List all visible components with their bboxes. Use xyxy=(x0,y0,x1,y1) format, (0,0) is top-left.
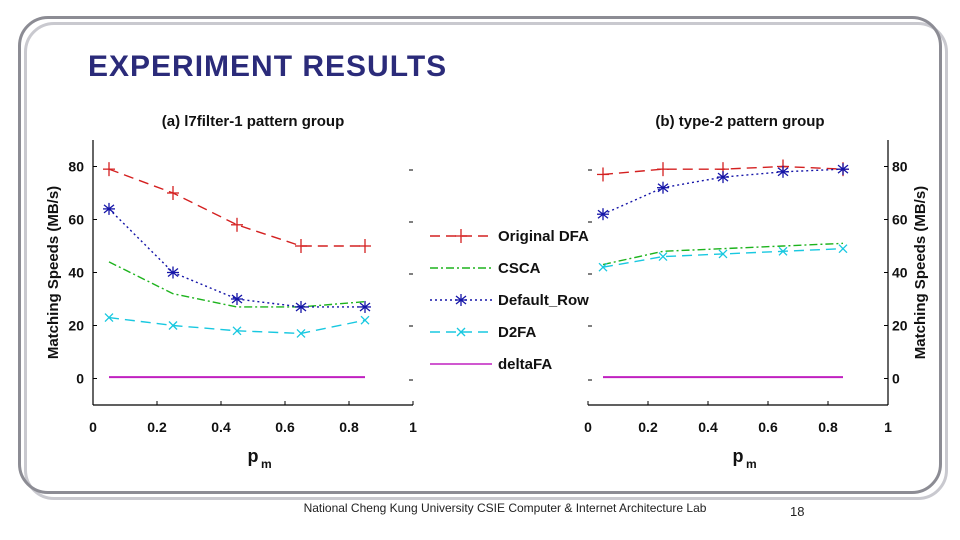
data-point-original-dfa xyxy=(359,239,371,253)
legend: Original DFA CSCA Default_Row D2FA deltaFA xyxy=(409,169,592,381)
data-point-default-row xyxy=(837,163,849,176)
series-line-original-dfa xyxy=(108,168,365,247)
x-axis-label-sub: m xyxy=(746,457,757,471)
x-axis-label: p xyxy=(733,446,744,466)
x-tick-label: 0.6 xyxy=(758,419,778,435)
data-point-default-row xyxy=(359,300,371,313)
legend-item: Default_Row xyxy=(430,292,589,309)
data-point-d2fa xyxy=(718,249,728,259)
x-tick-label: 0.8 xyxy=(339,419,359,435)
legend-marker xyxy=(456,327,466,337)
data-point-d2fa xyxy=(360,315,370,325)
slide-title: EXPERIMENT RESULTS xyxy=(88,50,448,83)
legend-label: CSCA xyxy=(498,260,541,277)
y-tick-label: 60 xyxy=(68,212,84,228)
legend-label: Default_Row xyxy=(498,292,589,309)
x-tick-label: 1 xyxy=(409,419,417,435)
legend-item: Original DFA xyxy=(430,228,589,245)
data-point-default-row xyxy=(597,208,609,221)
chart-b: (b) type-2 pattern group 0 20 40 60 80 0 0.2 0.4… xyxy=(584,113,929,471)
y-tick-label: 40 xyxy=(68,265,84,281)
data-point-d2fa xyxy=(296,328,306,338)
x-tick-label: 0.4 xyxy=(211,419,231,435)
data-point-d2fa xyxy=(778,246,788,256)
y-tick-label: 40 xyxy=(892,265,908,281)
data-point-d2fa xyxy=(598,262,608,272)
data-point-d2fa xyxy=(104,313,114,323)
data-point-d2fa xyxy=(232,326,242,336)
x-tick-label: 0.8 xyxy=(818,419,838,435)
data-point-default-row xyxy=(295,300,307,313)
legend-marker xyxy=(455,229,467,243)
series-line-d2fa xyxy=(602,247,844,268)
data-point-original-dfa xyxy=(295,239,307,253)
data-point-original-dfa xyxy=(231,217,243,232)
x-axis-label-sub: m xyxy=(261,457,272,471)
series-line-default-row xyxy=(108,208,365,308)
data-point-default-row xyxy=(103,202,115,215)
y-tick-label: 80 xyxy=(68,159,84,175)
y-tick-label: 60 xyxy=(892,212,908,228)
data-point-d2fa xyxy=(838,244,848,254)
data-point-original-dfa xyxy=(597,167,609,182)
data-point-original-dfa xyxy=(103,162,115,177)
legend-label: D2FA xyxy=(498,324,537,341)
x-tick-label: 0.6 xyxy=(275,419,295,435)
chart-title: (b) type-2 pattern group xyxy=(655,113,824,130)
y-tick-label: 80 xyxy=(892,159,908,175)
x-axis-label: p xyxy=(248,446,259,466)
y-axis-label: Matching Speeds (MB/s) xyxy=(912,186,929,359)
legend-item: D2FA xyxy=(430,324,537,341)
footer-text: National Cheng Kung University CSIE Comp… xyxy=(303,501,707,515)
y-tick-label: 20 xyxy=(68,318,84,334)
legend-label: deltaFA xyxy=(498,356,552,373)
y-tick-label: 0 xyxy=(76,371,84,387)
page-number: 18 xyxy=(790,504,805,519)
x-tick-label: 0.4 xyxy=(698,419,718,435)
slide-frame-shadow xyxy=(24,22,948,500)
x-tick-label: 1 xyxy=(884,419,892,435)
data-point-d2fa xyxy=(168,321,178,330)
x-tick-label: 0 xyxy=(584,419,592,435)
data-point-default-row xyxy=(717,171,729,184)
y-tick-label: 20 xyxy=(892,318,908,334)
data-point-default-row xyxy=(167,266,179,279)
chart-a: (a) l7filter-1 pattern group 0 20 40 60 80 0 0.… xyxy=(45,113,417,471)
data-point-default-row xyxy=(777,165,789,178)
data-point-d2fa xyxy=(658,252,668,262)
legend-label: Original DFA xyxy=(498,228,589,245)
x-tick-label: 0 xyxy=(89,419,97,435)
data-point-default-row xyxy=(657,181,669,194)
x-tick-label: 0.2 xyxy=(147,419,167,435)
y-axis-label: Matching Speeds (MB/s) xyxy=(45,186,62,359)
slide-frame xyxy=(18,16,942,494)
data-point-default-row xyxy=(231,293,243,305)
chart-title: (a) l7filter-1 pattern group xyxy=(162,113,345,130)
legend-marker xyxy=(455,294,467,306)
x-tick-label: 0.2 xyxy=(638,419,658,435)
legend-item: deltaFA xyxy=(430,356,552,373)
data-point-original-dfa xyxy=(657,162,669,177)
y-tick-label: 0 xyxy=(892,371,900,387)
data-point-original-dfa xyxy=(167,186,179,200)
legend-item: CSCA xyxy=(430,260,541,277)
